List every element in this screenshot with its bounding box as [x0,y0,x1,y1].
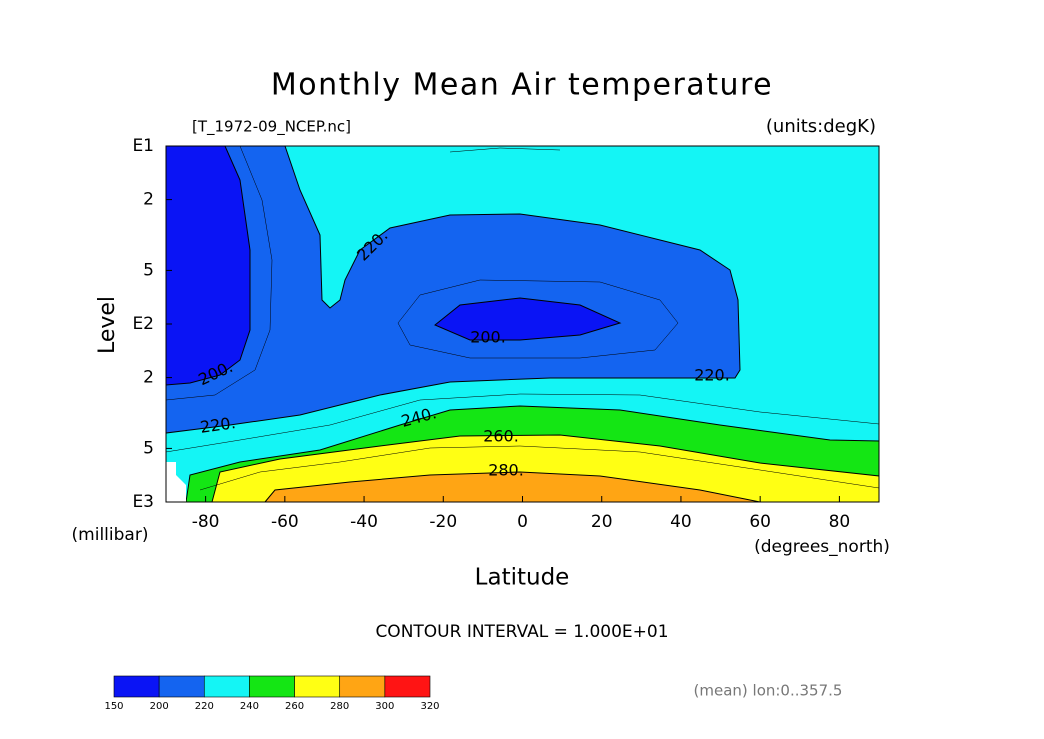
contour-label: 220. [199,413,237,437]
footer: (mean) lon:0..357.5 [694,682,843,700]
y-tick-label: E3 [132,492,154,512]
colorbar-label: 280 [330,701,349,712]
contour-label: 280. [488,461,524,480]
colorbar-box [294,675,341,698]
y-tick-label: 2 [143,190,154,210]
colorbar-box [113,675,160,698]
colorbar-box [158,675,205,698]
x-tick-label: 80 [829,512,851,532]
colorbar-label: 300 [375,701,394,712]
contour-label: 260. [483,427,519,446]
y-tick-label: E2 [132,314,154,334]
file-label: [T_1972-09_NCEP.nc] [192,118,351,137]
y-axis-label: Level [95,296,120,354]
x-tick-label: 0 [517,512,528,532]
x-tick-label: -40 [350,512,378,532]
contour-fill [165,145,741,434]
chart-title: Monthly Mean Air temperature [271,68,773,103]
colorbar-box [249,675,295,698]
contour-line [397,279,679,359]
x-axis-label: Latitude [475,565,570,591]
contour-interval: CONTOUR INTERVAL = 1.000E+01 [375,622,668,642]
contour-fill [165,145,251,386]
x-tick-label: -80 [192,512,220,532]
contour-fill [434,297,622,341]
x-tick-label: -60 [271,512,299,532]
colorbar-box [339,675,386,698]
colorbar-label: 240 [240,701,259,712]
contour-line [199,445,880,491]
colorbar-label: 150 [104,701,123,712]
units-label: (units:degK) [766,116,876,137]
x-tick-label: 60 [749,512,771,532]
y-tick-label: 2 [143,368,154,388]
colorbar-label: 320 [420,701,439,712]
contour-label: 220. [694,366,730,385]
contour-label: 200. [470,328,506,347]
y-tick-label: E1 [132,136,154,156]
colorbar-label: 200 [150,701,169,712]
y-units: (millibar) [72,525,149,545]
no-data [166,462,186,502]
contour-line [165,145,273,401]
x-units: (degrees_north) [754,537,890,557]
contour-line [165,393,880,453]
contour-line [449,147,561,153]
x-tick-label: -20 [429,512,457,532]
colorbar-label: 220 [195,701,214,712]
colorbar-label: 260 [285,701,304,712]
y-tick-label: 5 [143,260,154,280]
x-tick-label: 20 [591,512,613,532]
y-tick-label: 5 [143,438,154,458]
contour-fill [263,471,761,503]
colorbar-box [203,675,250,698]
x-tick-label: 40 [670,512,692,532]
colorbar-box [384,675,431,698]
